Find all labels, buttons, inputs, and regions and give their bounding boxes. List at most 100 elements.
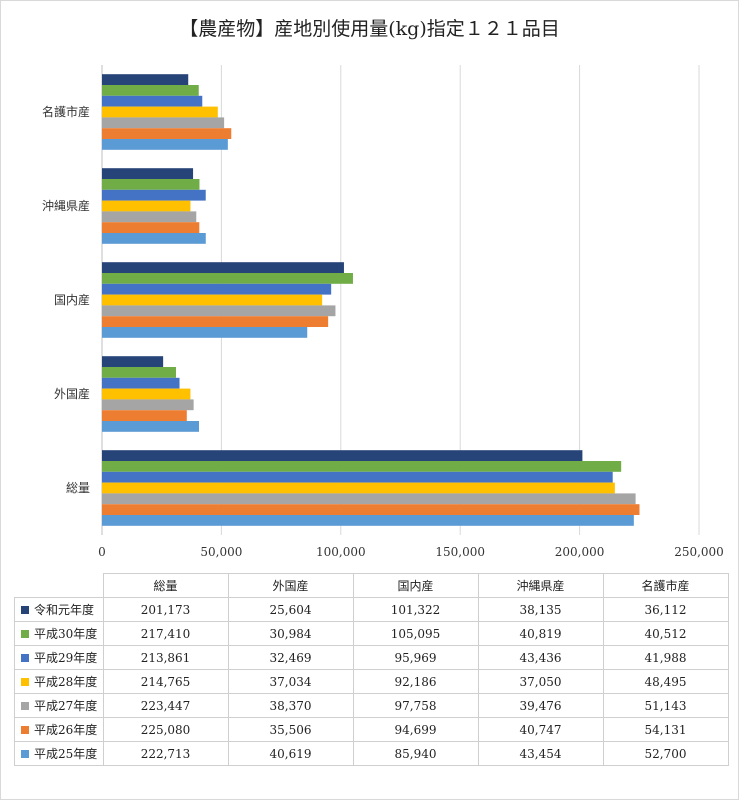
category-label: 国内産: [54, 292, 90, 307]
table-cell: 85,940: [352, 741, 479, 766]
table-cell: 39,476: [477, 693, 604, 718]
bar: [102, 305, 336, 317]
table-cell: 36,112: [602, 597, 729, 622]
legend-swatch: [21, 702, 29, 710]
bar: [102, 283, 332, 295]
bar: [102, 211, 197, 223]
bar: [102, 482, 615, 494]
table-corner: [14, 573, 104, 598]
legend-entry: 平成26年度: [14, 717, 104, 742]
bar: [102, 450, 583, 461]
table-row: 平成28年度 214,765 37,034 92,186 37,050 48,495: [14, 669, 729, 694]
table-cell: 32,469: [227, 645, 354, 670]
bar: [102, 128, 232, 139]
bar: [102, 471, 613, 483]
column-header: 国内産: [352, 573, 479, 598]
bar: [102, 367, 176, 378]
table-cell: 37,050: [477, 669, 604, 694]
bar: [102, 356, 164, 367]
bar: [102, 273, 353, 284]
bar: [102, 262, 344, 273]
table-cell: 40,619: [227, 741, 354, 766]
bar: [102, 399, 194, 411]
category-label: 外国産: [54, 386, 90, 401]
bar: [102, 493, 636, 505]
table-cell: 30,984: [227, 621, 354, 646]
table-cell: 214,765: [102, 669, 229, 694]
x-tick-label: 150,000: [435, 545, 485, 559]
bar: [102, 515, 634, 526]
column-header: 名護市産: [602, 573, 729, 598]
chart-title: 【農産物】産地別使用量(kg)指定１２１品目: [179, 18, 560, 40]
bar: [102, 410, 187, 421]
table-cell: 51,143: [602, 693, 729, 718]
bar: [102, 461, 622, 472]
table-row: 平成26年度 225,080 35,506 94,699 40,747 54,131: [14, 717, 729, 742]
bar: [102, 74, 189, 85]
legend-swatch: [21, 630, 29, 638]
data-table: 総量 外国産 国内産 沖縄県産 名護市産 令和元年度 201,173 25,604 101,3…: [14, 573, 729, 766]
table-cell: 223,447: [102, 693, 229, 718]
table-body: 令和元年度 201,173 25,604 101,322 38,135 36,112 平成3…: [14, 597, 729, 766]
category-label: 名護市産: [42, 104, 90, 119]
bar: [102, 316, 329, 327]
legend-entry: 令和元年度: [14, 597, 104, 622]
table-cell: 43,454: [477, 741, 604, 766]
bar: [102, 189, 206, 201]
column-header: 外国産: [227, 573, 354, 598]
table-cell: 40,512: [602, 621, 729, 646]
category-label: 総量: [66, 481, 90, 495]
legend-entry: 平成25年度: [14, 741, 104, 766]
bar: [102, 95, 203, 107]
table-cell: 52,700: [602, 741, 729, 766]
bar: [102, 377, 180, 389]
bar: [102, 504, 640, 515]
legend-swatch: [21, 678, 29, 686]
table-cell: 97,758: [352, 693, 479, 718]
bar: [102, 200, 191, 212]
x-tick-label: 0: [98, 545, 106, 559]
bar: [102, 233, 206, 244]
table-row: 平成27年度 223,447 38,370 97,758 39,476 51,143: [14, 693, 729, 718]
bar: [102, 179, 200, 190]
legend-label: 令和元年度: [34, 603, 95, 617]
table-cell: 94,699: [352, 717, 479, 742]
table-cell: 222,713: [102, 741, 229, 766]
x-tick-label: 200,000: [555, 545, 605, 559]
legend-label: 平成30年度: [34, 627, 98, 641]
bar: [102, 139, 228, 150]
x-tick-label: 50,000: [200, 545, 242, 559]
legend-swatch: [21, 750, 29, 758]
legend-entry: 平成28年度: [14, 669, 104, 694]
table-cell: 40,747: [477, 717, 604, 742]
legend-label: 平成25年度: [34, 747, 98, 761]
table-cell: 217,410: [102, 621, 229, 646]
legend-label: 平成27年度: [34, 699, 98, 713]
table-cell: 225,080: [102, 717, 229, 742]
legend-label: 平成29年度: [34, 651, 98, 665]
table-cell: 105,095: [352, 621, 479, 646]
table-cell: 25,604: [227, 597, 354, 622]
x-tick-label: 250,000: [674, 545, 724, 559]
table-cell: 38,370: [227, 693, 354, 718]
table-cell: 95,969: [352, 645, 479, 670]
legend-label: 平成28年度: [34, 675, 98, 689]
category-label: 沖縄県産: [42, 198, 90, 213]
table-row: 平成25年度 222,713 40,619 85,940 43,454 52,700: [14, 741, 729, 766]
bar: [102, 388, 191, 400]
legend-swatch: [21, 606, 29, 614]
table-cell: 41,988: [602, 645, 729, 670]
table-cell: 37,034: [227, 669, 354, 694]
legend-label: 平成26年度: [34, 723, 98, 737]
table-cell: 54,131: [602, 717, 729, 742]
bar: [102, 294, 323, 306]
table-cell: 43,436: [477, 645, 604, 670]
table-cell: 101,322: [352, 597, 479, 622]
table-cell: 201,173: [102, 597, 229, 622]
table-header-row: 総量 外国産 国内産 沖縄県産 名護市産: [14, 573, 729, 598]
table-cell: 38,135: [477, 597, 604, 622]
bar: [102, 327, 308, 338]
x-tick-label: 100,000: [316, 545, 366, 559]
column-header: 沖縄県産: [477, 573, 604, 598]
bar: [102, 168, 194, 179]
